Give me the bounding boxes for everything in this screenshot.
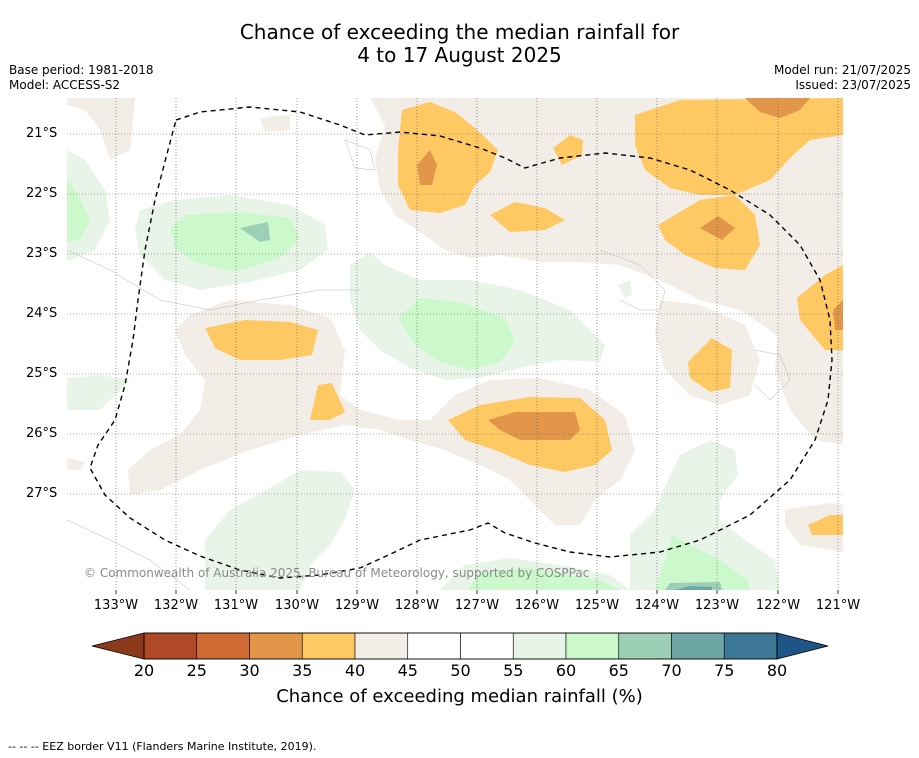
issued-label: Issued: 23/07/2025 — [795, 78, 911, 92]
lon-tick-label: 128°W — [394, 598, 440, 613]
zone-70-75 — [675, 586, 712, 590]
colorbar-tick-label: 25 — [186, 661, 207, 680]
lat-tick-label: 23°S — [26, 246, 58, 261]
colorbar-tick-label: 20 — [133, 661, 155, 680]
lon-tick-label: 122°W — [755, 598, 801, 613]
lat-tick-label: 24°S — [26, 306, 58, 321]
lat-tick-label: 21°S — [26, 126, 58, 141]
colorbar-high-extend — [776, 632, 829, 660]
map-title-line-1: Chance of exceeding the median rainfall … — [239, 20, 680, 44]
colorbar-segment — [143, 632, 198, 660]
lon-tick-label: 129°W — [334, 598, 380, 613]
lon-tick-label: 133°W — [93, 598, 139, 613]
colorbar-segment — [618, 632, 672, 660]
colorbar-tick-label: 65 — [608, 661, 629, 680]
lon-tick-label: 125°W — [574, 598, 620, 613]
base-period-label: Base period: 1981-2018 — [9, 63, 154, 77]
colorbar-tick-label: 80 — [766, 661, 788, 680]
zone-60-65 — [67, 180, 750, 590]
model-run-label: Model run: 21/07/2025 — [773, 63, 911, 77]
eez-border-legend: -- -- -- EEZ border V11 (Flanders Marine… — [8, 740, 317, 753]
lon-tick-label: 132°W — [153, 598, 199, 613]
rainfall-map-area — [67, 98, 843, 590]
lon-tick-label: 123°W — [694, 598, 740, 613]
lon-tick-label: 127°W — [454, 598, 500, 613]
lon-tick-label: 126°W — [514, 598, 560, 613]
colorbar-tick-label: 70 — [661, 661, 682, 680]
zone-35-40 — [417, 98, 843, 440]
colorbar-segment — [354, 632, 409, 660]
colorbar-tick-label: 75 — [714, 661, 735, 680]
colorbar-tick-label: 55 — [503, 661, 524, 680]
copyright-notice: © Commonwealth of Australia 2025, Bureau… — [84, 566, 590, 580]
lon-tick-label: 124°W — [634, 598, 680, 613]
colorbar-tick-label: 35 — [292, 661, 313, 680]
model-label: Model: ACCESS-S2 — [9, 78, 121, 92]
colorbar-title: Chance of exceeding median rainfall (%) — [276, 686, 643, 707]
colorbar — [91, 632, 829, 660]
colorbar-tick-label: 40 — [344, 661, 366, 680]
colorbar-segment — [565, 632, 620, 660]
lat-tick-label: 26°S — [26, 426, 58, 441]
colorbar-segment — [407, 632, 461, 660]
colorbar-segment — [723, 632, 778, 660]
lon-tick-label: 131°W — [213, 598, 259, 613]
colorbar-segment — [249, 632, 303, 660]
colorbar-segment — [671, 632, 725, 660]
lat-tick-label: 22°S — [26, 186, 58, 201]
colorbar-tick-label: 50 — [450, 661, 471, 680]
colorbar-tick-label: 45 — [397, 661, 418, 680]
colorbar-segment — [196, 632, 250, 660]
colorbar-segment — [301, 632, 356, 660]
axis-tick-marks — [115, 590, 839, 594]
contour-lines — [67, 139, 791, 590]
lon-tick-label: 130°W — [274, 598, 320, 613]
colorbar-segment — [512, 632, 567, 660]
lat-tick-label: 27°S — [26, 486, 58, 501]
grid-lines — [67, 98, 843, 590]
colorbar-segment — [460, 632, 514, 660]
colorbar-low-extend — [91, 632, 145, 660]
colorbar-segments — [143, 632, 778, 660]
colorbar-tick-label: 60 — [555, 661, 577, 680]
lon-tick-label: 121°W — [815, 598, 861, 613]
map-title-line-2: 4 to 17 August 2025 — [357, 43, 562, 67]
eez-border-line — [89, 106, 833, 579]
colorbar-tick-label: 30 — [239, 661, 260, 680]
lat-tick-label: 25°S — [26, 366, 58, 381]
